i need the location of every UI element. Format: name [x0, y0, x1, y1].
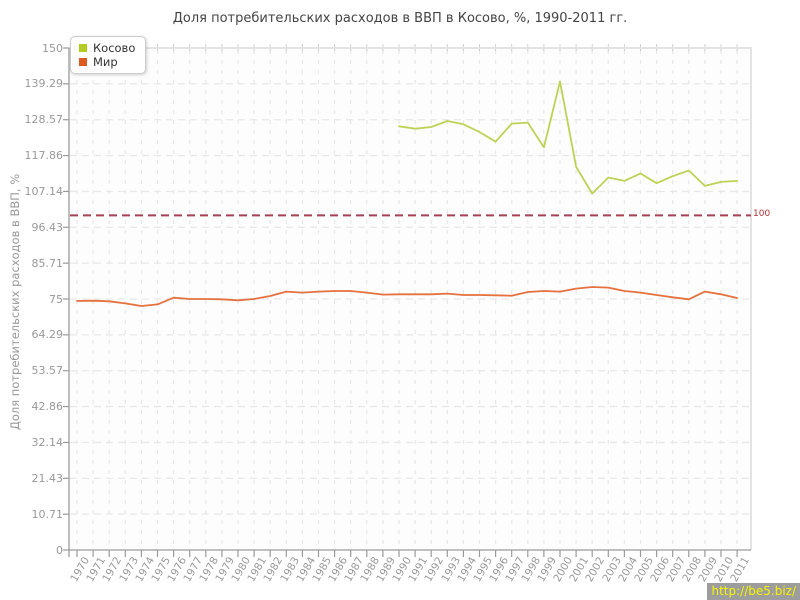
watermark-link[interactable]: http://be5.biz/	[707, 583, 800, 600]
legend-item-kosovo: Косово	[79, 41, 135, 55]
reference-line-label: 100	[753, 209, 771, 220]
world-series-line	[76, 286, 738, 307]
legend-label-world: Мир	[93, 55, 118, 69]
chart-title: Доля потребительских расходов в ВВП в Ко…	[172, 11, 628, 26]
legend-label-kosovo: Косово	[93, 41, 136, 55]
legend: Косово Мир	[70, 36, 147, 74]
world-series-swatch-icon	[79, 58, 87, 66]
y-axis-title: Доля потребительских расходов в ВВП, %	[8, 173, 22, 431]
kosovo-series-line	[398, 80, 738, 195]
kosovo-series-swatch-icon	[79, 44, 87, 52]
legend-item-world: Мир	[79, 55, 135, 69]
